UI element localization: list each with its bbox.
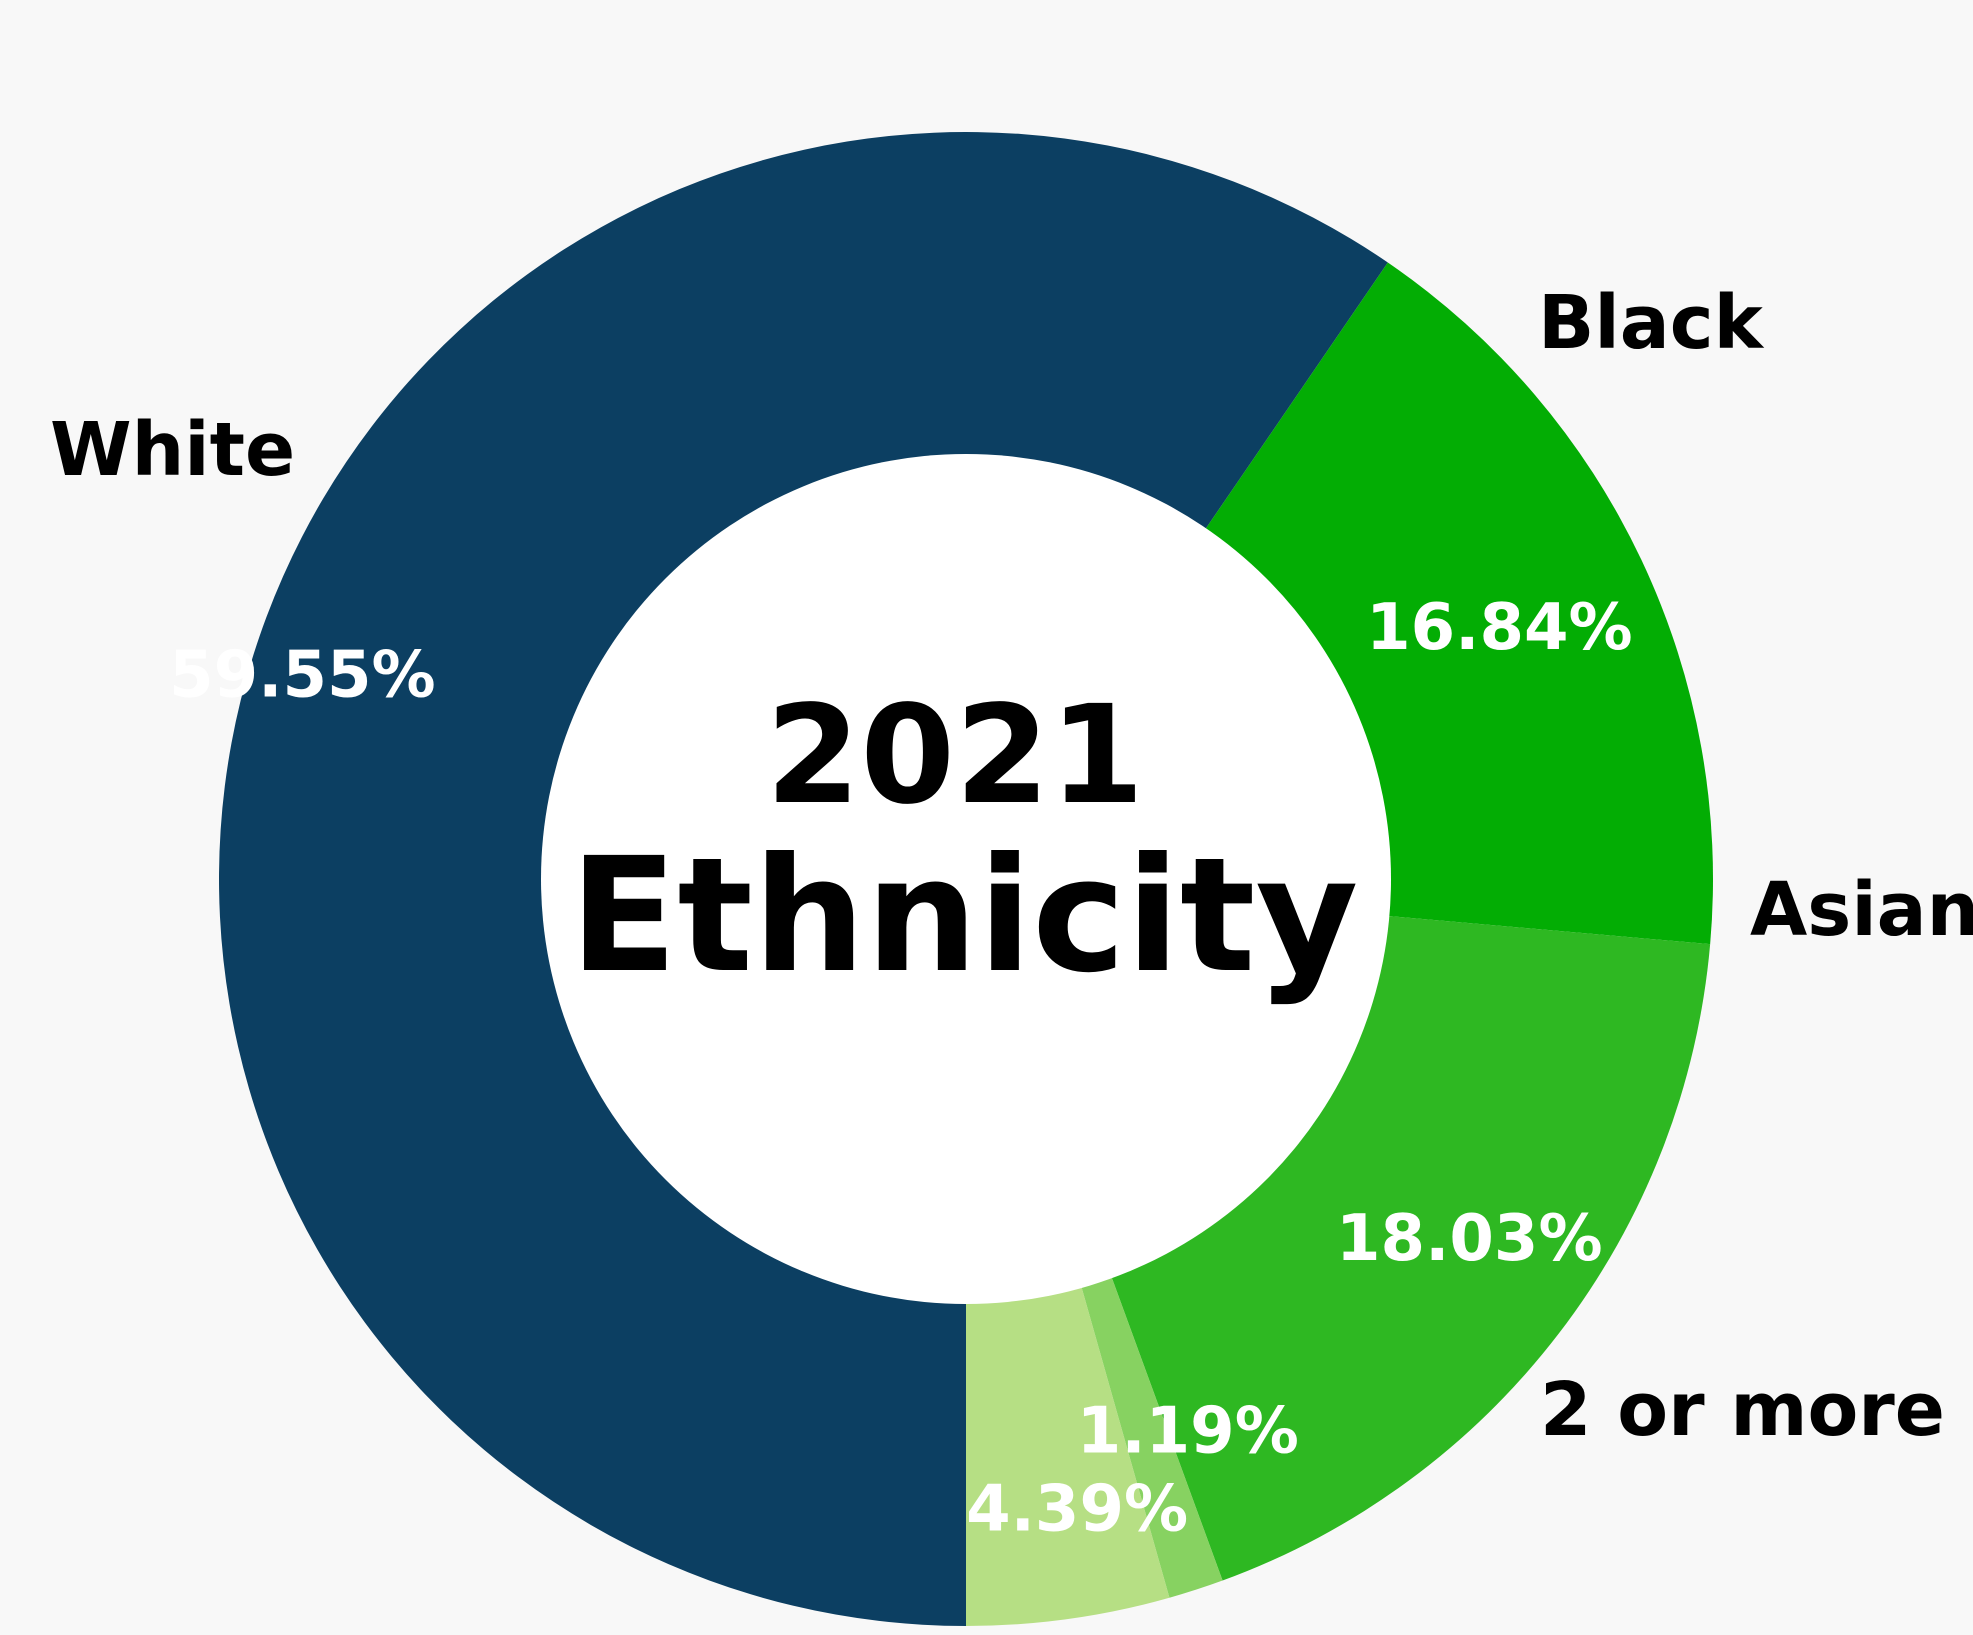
- category-label-black: Black: [1538, 280, 1765, 366]
- value-label-asian: 18.03%: [1336, 1202, 1603, 1276]
- value-label-white: 59.55%: [169, 639, 436, 713]
- category-label-white: White: [50, 407, 295, 493]
- category-labels-group: White Black Asian 2 or more: [50, 280, 1973, 1453]
- value-label-unlabeled: 1.19%: [1077, 1394, 1299, 1468]
- category-label-2-or-more: 2 or more: [1540, 1367, 1945, 1453]
- center-title-topic: Ethnicity: [570, 824, 1359, 1008]
- category-label-asian: Asian: [1750, 867, 1973, 953]
- value-label-black: 16.84%: [1366, 591, 1633, 665]
- center-title-year: 2021: [766, 677, 1145, 835]
- value-label-2-or-more: 4.39%: [966, 1472, 1188, 1546]
- value-labels-group: 59.55% 16.84% 18.03% 1.19%4.39%: [169, 591, 1633, 1547]
- donut-hole: [541, 454, 1391, 1304]
